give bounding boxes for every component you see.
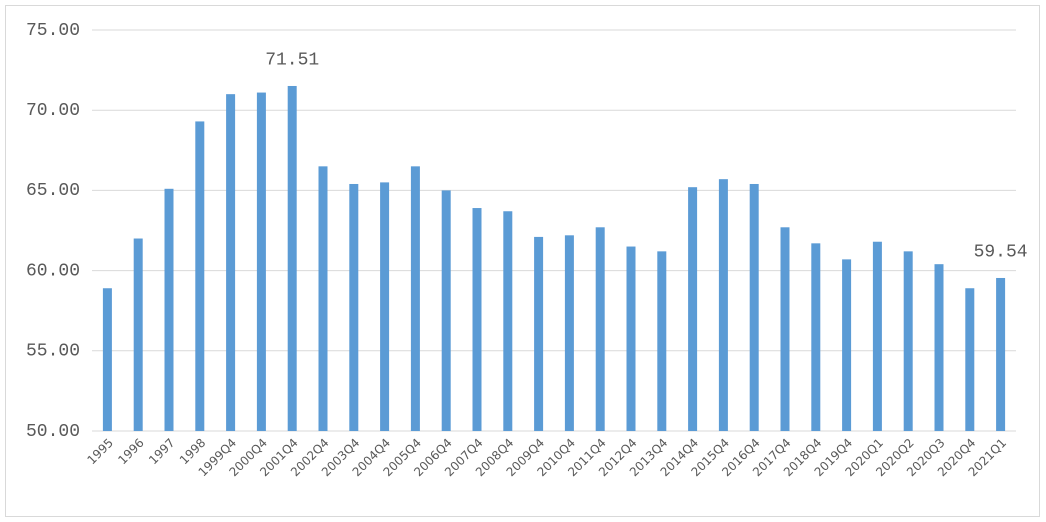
y-tick-label: 65.00	[26, 181, 80, 201]
bar	[318, 166, 328, 431]
data-label: 59.54	[974, 243, 1028, 263]
chart-border	[5, 5, 1040, 517]
bar	[934, 264, 944, 431]
bar	[472, 208, 482, 431]
bar	[102, 288, 112, 431]
bar	[965, 288, 975, 431]
bar	[503, 211, 513, 431]
bar	[256, 92, 266, 431]
bar	[811, 243, 821, 431]
data-label: 71.51	[265, 51, 319, 71]
bar	[688, 187, 698, 431]
bar	[626, 246, 636, 431]
bar	[718, 179, 728, 431]
bar	[903, 251, 913, 431]
bar	[287, 85, 297, 431]
bar	[380, 182, 390, 431]
bar	[410, 166, 420, 431]
bar	[441, 190, 451, 431]
bar	[133, 238, 143, 431]
bar	[657, 251, 667, 431]
bar	[195, 121, 205, 431]
bar	[595, 227, 605, 431]
y-tick-label: 50.00	[26, 422, 80, 442]
bar	[349, 183, 359, 431]
bar	[996, 277, 1006, 431]
y-tick-label: 75.00	[26, 21, 80, 41]
bar	[164, 188, 174, 431]
bar	[780, 227, 790, 431]
y-tick-label: 60.00	[26, 261, 80, 281]
y-tick-label: 55.00	[26, 342, 80, 362]
bar	[226, 94, 236, 431]
bar	[872, 241, 882, 431]
bar	[842, 259, 852, 431]
bar	[534, 236, 544, 431]
y-tick-label: 70.00	[26, 101, 80, 121]
bar	[749, 183, 759, 431]
bar	[564, 235, 574, 431]
